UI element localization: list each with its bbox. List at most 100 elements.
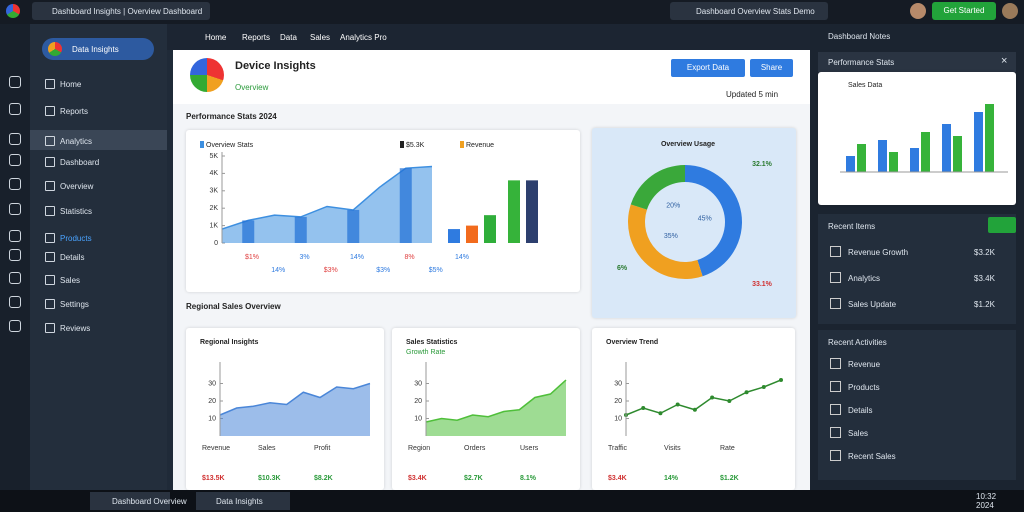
activity-icon[interactable]: [830, 404, 841, 415]
card-header: [818, 52, 1016, 72]
slice: [685, 165, 742, 277]
active-item: [30, 130, 167, 150]
list-value: $3.2K: [974, 248, 995, 257]
menu-icon[interactable]: [45, 79, 55, 89]
close[interactable]: ×: [1001, 55, 1008, 67]
bar: [953, 136, 962, 172]
chart-title: Regional Insights: [200, 339, 258, 346]
strip-icon[interactable]: [9, 178, 21, 190]
icon-strip: [0, 24, 30, 490]
menu-icon[interactable]: [45, 252, 55, 262]
menu-icon[interactable]: [45, 323, 55, 333]
task[interactable]: [196, 492, 290, 510]
area: [426, 380, 566, 436]
y-tick-label: 20: [414, 398, 422, 405]
point: [727, 399, 732, 403]
line: [219, 382, 371, 416]
menu-icon[interactable]: [45, 136, 55, 146]
brand-logo: [48, 42, 62, 56]
dropdown[interactable]: [988, 217, 1016, 233]
activity-icon[interactable]: [830, 358, 841, 369]
menu-icon[interactable]: [45, 233, 55, 243]
export-button[interactable]: Export Data: [671, 59, 745, 77]
list-item: Analytics: [848, 274, 881, 283]
share-button[interactable]: Share: [750, 59, 793, 77]
strip-icon[interactable]: [9, 76, 21, 88]
brand-pill[interactable]: [42, 38, 154, 60]
line: [625, 379, 782, 416]
area: [220, 383, 370, 436]
strip-icon[interactable]: [9, 133, 21, 145]
activity-icon[interactable]: [830, 381, 841, 392]
y-tick-label: 5K: [209, 153, 218, 160]
legend-swatch: [400, 141, 404, 148]
menu-item: Details: [60, 253, 85, 262]
cta-button[interactable]: Get Started: [932, 2, 996, 20]
y-tick-label: 30: [208, 380, 216, 387]
stat: $3.4K: [608, 475, 627, 482]
strip-icon[interactable]: [9, 203, 21, 215]
section-title: Regional Sales Overview: [186, 302, 281, 311]
card-title: Performance Stats: [828, 58, 895, 67]
strip-icon[interactable]: [9, 249, 21, 261]
menu-icon[interactable]: [45, 275, 55, 285]
slice-label: 20%: [666, 203, 680, 210]
column: [399, 168, 412, 243]
y-tick-label: 4K: [209, 170, 218, 177]
strip-icon[interactable]: [9, 230, 21, 242]
activity-title: Recent Activities: [828, 338, 887, 347]
status: Updated 5 min: [726, 90, 779, 99]
menu-item: Sales: [60, 276, 81, 285]
x-label: $3%: [324, 267, 338, 274]
menu-icon[interactable]: [45, 299, 55, 309]
stat: Profit: [314, 445, 330, 452]
stat: Revenue: [202, 445, 230, 452]
strip-icon[interactable]: [9, 320, 21, 332]
menu-item: Reports: [60, 107, 89, 116]
activity-item: Sales: [848, 429, 869, 438]
list-icon[interactable]: [830, 246, 841, 257]
task[interactable]: [90, 492, 170, 510]
activity-icon[interactable]: [830, 427, 841, 438]
note: 33.1%: [752, 281, 773, 288]
menu-icon[interactable]: [45, 106, 55, 116]
list-icon[interactable]: [830, 272, 841, 283]
area: [222, 166, 432, 243]
legend-label: Overview Stats: [206, 142, 254, 149]
point: [692, 407, 697, 412]
strip-icon[interactable]: [9, 154, 21, 166]
address-bar[interactable]: [670, 2, 828, 20]
strip-icon[interactable]: [9, 103, 21, 115]
y-tick-label: 2K: [209, 205, 218, 212]
tab[interactable]: [32, 2, 210, 20]
slice: [628, 204, 703, 279]
avatar[interactable]: [1002, 3, 1018, 19]
column: [347, 209, 360, 243]
strip-icon[interactable]: [9, 296, 21, 308]
browser-logo: [6, 4, 20, 18]
y-tick-label: 10: [414, 415, 422, 422]
stat: 14%: [664, 475, 679, 482]
point: [658, 411, 663, 416]
activity-icon[interactable]: [830, 450, 841, 461]
legend-swatch: [460, 141, 464, 148]
x-label: 14%: [271, 267, 285, 274]
card: Overview Trend 10 20 30 Traffic Visits Rate $3.…: [592, 328, 795, 490]
menu-icon[interactable]: [45, 206, 55, 216]
menu-icon[interactable]: [45, 181, 55, 191]
point: [779, 378, 783, 382]
point: [761, 385, 766, 389]
strip-icon[interactable]: [9, 272, 21, 284]
stat: Region: [408, 445, 430, 452]
subtitle: Overview: [235, 83, 269, 92]
small-chart: Sales Statistics Growth Rate 10 20 30 Region O…: [406, 339, 567, 482]
x-label: $1%: [245, 254, 259, 261]
y-tick-label: 1K: [209, 222, 218, 229]
y-tick-label: 30: [614, 380, 622, 387]
menu-icon[interactable]: [45, 157, 55, 167]
avatar[interactable]: [910, 3, 926, 19]
stat: 8.1%: [520, 475, 537, 482]
list-icon[interactable]: [830, 298, 841, 309]
stat: Users: [520, 445, 539, 452]
nav-item: Data: [280, 33, 297, 42]
